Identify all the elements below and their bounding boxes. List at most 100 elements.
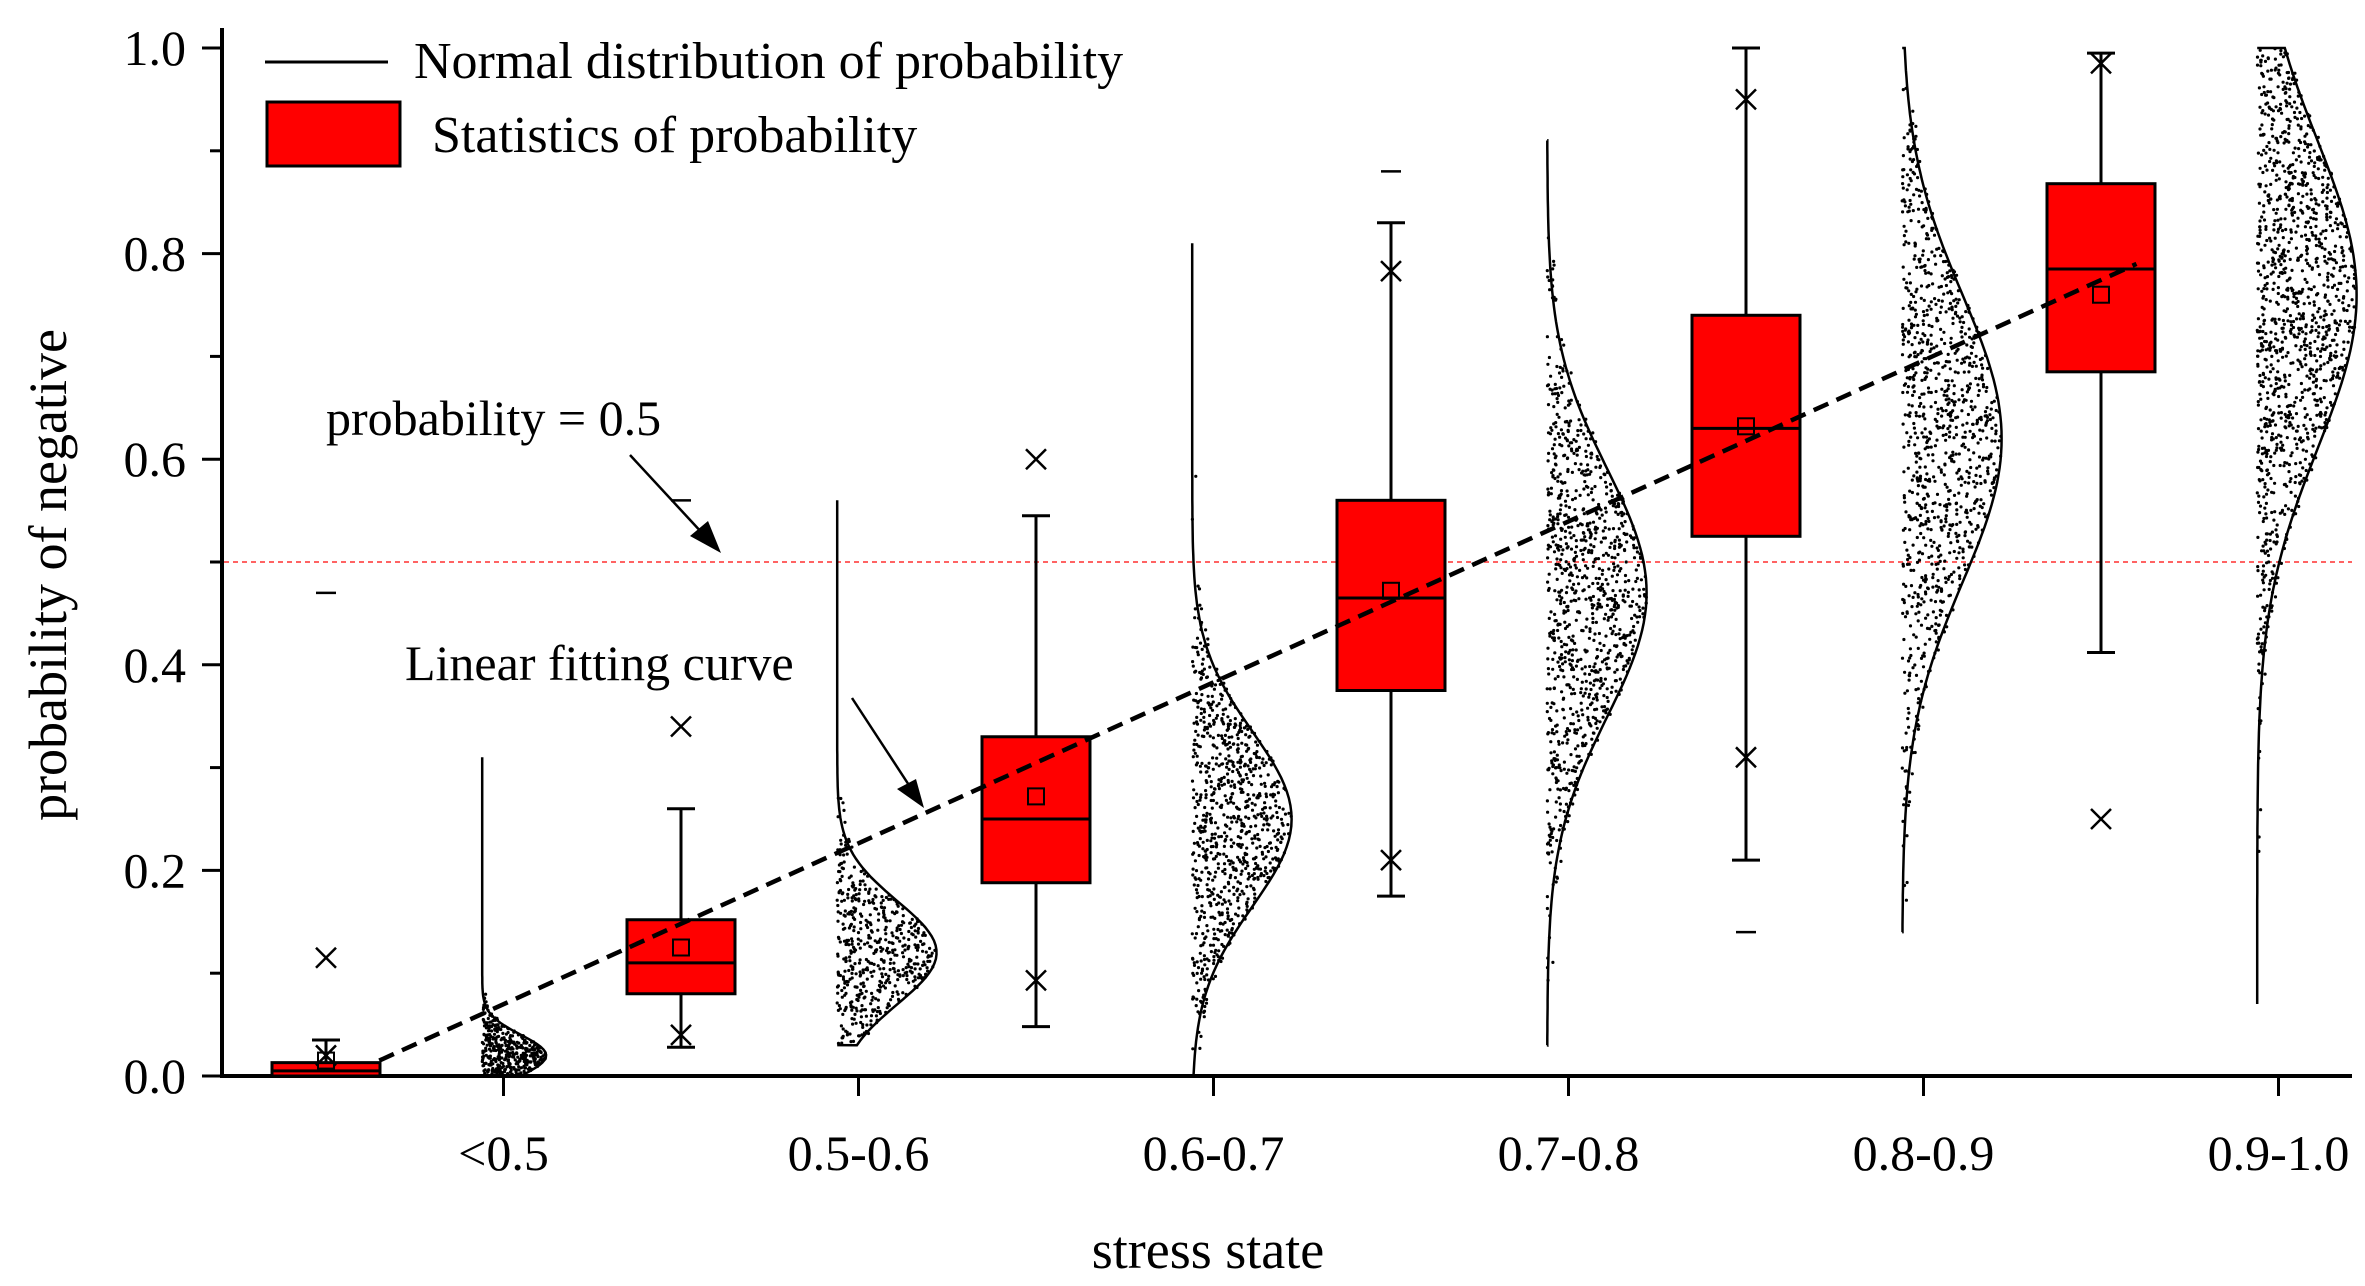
distribution-point [2287, 410, 2291, 414]
distribution-point [2262, 631, 2266, 635]
distribution-point [1200, 647, 1204, 652]
distribution-point [2301, 466, 2305, 470]
distribution-point [1960, 315, 1964, 319]
distribution-point [494, 1041, 498, 1045]
distribution-point [1245, 749, 1249, 753]
distribution-point [850, 937, 854, 941]
distribution-point [489, 1063, 493, 1067]
distribution-point [1223, 867, 1227, 872]
distribution-point [1236, 880, 1240, 884]
distribution-point [1256, 877, 1260, 881]
distribution-point [1195, 841, 1200, 845]
distribution-point [2263, 609, 2267, 613]
distribution-point [497, 1057, 501, 1062]
distribution-point [1915, 535, 1919, 540]
distribution-point [2299, 398, 2303, 402]
distribution-point [2276, 230, 2280, 234]
distribution-point [893, 948, 897, 952]
distribution-point [870, 930, 874, 934]
distribution-point [836, 991, 840, 995]
distribution-point [2325, 325, 2329, 329]
distribution-point [1936, 515, 1940, 519]
distribution-point [1586, 718, 1590, 722]
distribution-point [489, 1049, 493, 1053]
distribution-point [2269, 363, 2273, 367]
distribution-point [1246, 864, 1250, 868]
distribution-point [2278, 160, 2282, 164]
distribution-point [1556, 515, 1560, 519]
distribution-point [1268, 861, 1272, 865]
distribution-point [1195, 814, 1199, 819]
distribution-point [1262, 874, 1266, 878]
distribution-point [509, 1034, 513, 1038]
distribution-point [1551, 267, 1555, 271]
distribution-point [867, 901, 872, 905]
distribution-point [2281, 443, 2285, 447]
distribution-point [1638, 594, 1642, 598]
distribution-point [1611, 629, 1615, 633]
distribution-point [1202, 1010, 1206, 1015]
distribution-point [502, 1070, 507, 1074]
distribution-point [2329, 257, 2333, 261]
distribution-point [1954, 304, 1958, 308]
distribution-point [1918, 585, 1922, 589]
distribution-point [1951, 409, 1955, 413]
distribution-point [1939, 470, 1943, 474]
distribution-point [1610, 555, 1614, 560]
distribution-point [1967, 481, 1971, 485]
distribution-point [1916, 727, 1920, 731]
distribution-point [1221, 869, 1225, 874]
distribution-point [1585, 473, 1589, 477]
distribution-point [1939, 337, 1944, 341]
distribution-point [1940, 299, 1944, 303]
distribution-point [1250, 801, 1254, 805]
distribution-point [515, 1040, 519, 1044]
distribution-point [1582, 512, 1586, 516]
distribution-point [1210, 836, 1214, 840]
distribution-point [1596, 602, 1600, 606]
distribution-point [1907, 725, 1911, 729]
distribution-point [1200, 967, 1205, 971]
distribution-point [1580, 741, 1585, 745]
distribution-point [2320, 246, 2324, 250]
distribution-point [1948, 367, 1952, 371]
distribution-point [1239, 782, 1243, 786]
distribution-point [1615, 668, 1619, 672]
distribution-point [2334, 294, 2338, 298]
distribution-point [1198, 641, 1203, 645]
distribution-point [903, 948, 907, 952]
distribution-point [1957, 551, 1961, 555]
distribution-point [1201, 672, 1205, 677]
distribution-point [1909, 292, 1913, 296]
distribution-point [1265, 871, 1269, 876]
distribution-point [2321, 200, 2325, 204]
distribution-point [1571, 687, 1575, 692]
distribution-point [528, 1066, 532, 1070]
distribution-point [486, 1025, 490, 1029]
distribution-point [1920, 348, 1924, 353]
distribution-point [1236, 842, 1240, 847]
distribution-point [1223, 733, 1227, 738]
distribution-point [2263, 506, 2267, 510]
distribution-point [2258, 392, 2262, 396]
distribution-point [2284, 392, 2288, 396]
distribution-point [1594, 531, 1598, 535]
distribution-point [2272, 463, 2276, 468]
distribution-point [1232, 885, 1236, 889]
distribution-point [2320, 190, 2324, 194]
distribution-point [838, 973, 843, 978]
distribution-point [2297, 312, 2301, 316]
distribution-point [1603, 526, 1607, 530]
distribution-point [1192, 963, 1197, 968]
distribution-point [1944, 379, 1948, 383]
distribution-point [2257, 242, 2261, 246]
distribution-point [2266, 56, 2270, 60]
distribution-point [1914, 451, 1918, 455]
distribution-point [509, 1047, 513, 1051]
distribution-point [1195, 896, 1199, 900]
distribution-point [1567, 399, 1571, 403]
distribution-point [1989, 407, 1993, 411]
distribution-point [1573, 508, 1577, 512]
distribution-point [2290, 451, 2294, 455]
distribution-point [1608, 648, 1612, 653]
